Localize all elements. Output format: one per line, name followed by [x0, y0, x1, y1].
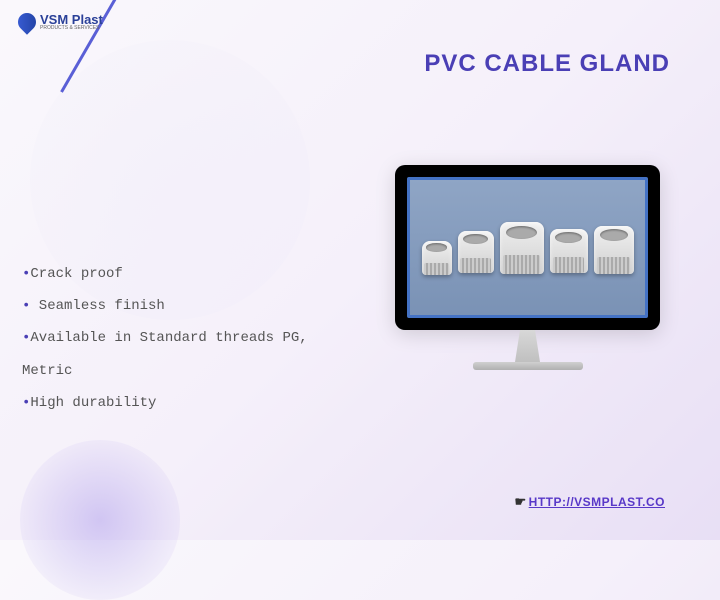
cable-gland-1 [422, 241, 452, 275]
brand-logo: VSM Plast PRODUCTS & SERVICES [18, 12, 103, 31]
link-text: HTTP://VSMPLAST.CO [529, 495, 665, 509]
decorative-circle-bottom [20, 440, 180, 600]
feature-item: •Crack proof [22, 258, 308, 290]
cable-gland-4 [550, 229, 588, 273]
cable-gland-2 [458, 231, 494, 273]
pointer-icon: ☛ [515, 494, 527, 510]
cable-gland-5 [594, 226, 634, 274]
monitor-base [473, 362, 583, 370]
product-image [407, 177, 648, 318]
monitor-stand [503, 330, 553, 362]
monitor-screen [395, 165, 660, 330]
product-monitor [395, 165, 660, 370]
page-title: PVC CABLE GLAND [424, 50, 670, 78]
feature-item: •High durability [22, 387, 308, 419]
logo-drop-icon [14, 9, 39, 34]
website-link[interactable]: ☛HTTP://VSMPLAST.CO [515, 494, 666, 510]
feature-list: •Crack proof • Seamless finish •Availabl… [22, 258, 308, 419]
cable-gland-3 [500, 222, 544, 274]
logo-tagline: PRODUCTS & SERVICES [40, 25, 103, 31]
feature-item: • Seamless finish [22, 290, 308, 322]
feature-item: •Available in Standard threads PG, [22, 322, 308, 354]
feature-item-continuation: Metric [22, 355, 308, 387]
